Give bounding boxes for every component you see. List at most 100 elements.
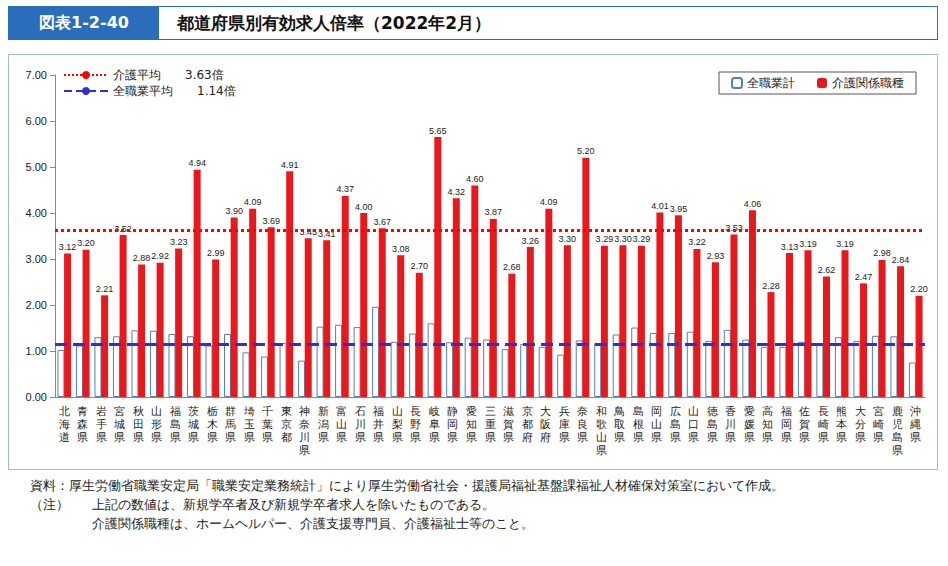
svg-text:2.92: 2.92 [151,251,169,261]
svg-text:4.60: 4.60 [466,174,484,184]
svg-text:県: 県 [188,431,199,444]
svg-text:3.29: 3.29 [596,234,614,244]
svg-text:2.62: 2.62 [818,265,836,275]
svg-text:富: 富 [336,405,347,418]
svg-text:京: 京 [522,405,533,418]
svg-text:3.30: 3.30 [614,234,632,244]
svg-text:良: 良 [577,418,588,431]
svg-text:葉: 葉 [262,418,273,431]
svg-text:県: 県 [207,431,218,444]
svg-text:県: 県 [577,431,588,444]
svg-text:玉: 玉 [244,418,255,431]
svg-text:3.30: 3.30 [559,234,577,244]
svg-text:川: 川 [725,418,736,431]
svg-text:城: 城 [187,418,199,431]
svg-text:1.00: 1.00 [26,345,47,357]
svg-text:栃: 栃 [207,405,218,418]
svg-text:県: 県 [77,431,88,444]
svg-text:鹿: 鹿 [892,405,903,418]
svg-text:県: 県 [910,431,921,444]
svg-text:県: 県 [133,431,144,444]
svg-text:歌: 歌 [596,418,607,431]
svg-text:城: 城 [113,418,125,431]
svg-text:野: 野 [410,418,421,431]
svg-text:島: 島 [670,418,681,431]
svg-text:4.32: 4.32 [448,187,466,197]
svg-text:山: 山 [596,431,607,444]
svg-text:沖: 沖 [910,405,921,418]
svg-text:2.84: 2.84 [892,255,910,265]
svg-text:県: 県 [892,444,903,457]
svg-text:愛: 愛 [744,405,755,418]
svg-text:県: 県 [614,431,625,444]
svg-text:2.21: 2.21 [96,284,114,294]
svg-text:鳥: 鳥 [613,405,625,418]
svg-text:県: 県 [781,431,792,444]
svg-text:7.00: 7.00 [26,69,47,81]
svg-text:滋: 滋 [503,405,514,418]
svg-text:広: 広 [670,405,681,418]
svg-text:三: 三 [485,405,496,418]
svg-text:青: 青 [77,405,88,418]
svg-text:岡: 岡 [781,418,792,431]
svg-text:奈: 奈 [577,405,588,418]
svg-text:岐: 岐 [429,405,440,418]
svg-text:4.00: 4.00 [355,202,373,212]
svg-text:賀: 賀 [799,418,810,431]
svg-text:県: 県 [466,431,477,444]
svg-text:木: 木 [207,418,218,431]
svg-text:4.06: 4.06 [744,199,762,209]
svg-text:都: 都 [281,431,292,444]
svg-text:都: 都 [522,418,533,431]
svg-text:茨: 茨 [188,405,199,418]
svg-text:4.91: 4.91 [281,160,299,170]
svg-text:形: 形 [151,418,162,431]
svg-text:2.20: 2.20 [910,284,928,294]
svg-text:庫: 庫 [559,418,570,431]
svg-text:佐: 佐 [799,405,810,418]
svg-text:本: 本 [836,418,847,431]
svg-text:3.12: 3.12 [59,242,77,252]
svg-text:4.00: 4.00 [26,207,47,219]
svg-text:県: 県 [355,431,366,444]
svg-text:秋: 秋 [133,405,144,418]
svg-text:東: 東 [281,405,292,418]
svg-text:宮: 宮 [114,405,125,418]
svg-text:6.00: 6.00 [26,115,47,127]
svg-text:馬: 馬 [224,418,236,431]
svg-text:石: 石 [355,405,366,418]
svg-text:県: 県 [873,431,884,444]
svg-text:阪: 阪 [540,418,551,431]
svg-text:兵: 兵 [559,405,570,418]
svg-text:県: 県 [170,431,181,444]
svg-text:県: 県 [855,431,866,444]
svg-text:宮: 宮 [873,405,884,418]
svg-text:3.69: 3.69 [262,216,280,226]
svg-text:県: 県 [96,431,107,444]
svg-text:2.98: 2.98 [873,248,891,258]
svg-text:大: 大 [540,405,551,418]
svg-text:2.88: 2.88 [133,253,151,263]
svg-text:縄: 縄 [909,418,921,431]
svg-text:3.22: 3.22 [688,237,706,247]
svg-text:島: 島 [707,418,718,431]
svg-text:3.87: 3.87 [485,207,503,217]
svg-text:知: 知 [466,418,477,431]
svg-text:県: 県 [447,431,458,444]
svg-text:県: 県 [670,431,681,444]
svg-text:3.19: 3.19 [799,239,817,249]
svg-text:山: 山 [688,405,699,418]
svg-text:海: 海 [59,418,70,431]
svg-text:香: 香 [725,405,736,418]
svg-text:4.01: 4.01 [651,201,669,211]
svg-text:2.93: 2.93 [707,251,725,261]
svg-text:2.68: 2.68 [503,262,521,272]
svg-text:神: 神 [299,405,310,418]
svg-text:3.52: 3.52 [114,224,132,234]
svg-text:福: 福 [781,405,792,418]
svg-text:埼: 埼 [243,405,255,418]
svg-text:3.08: 3.08 [392,244,410,254]
svg-text:森: 森 [77,418,88,431]
svg-text:県: 県 [633,431,644,444]
svg-text:崎: 崎 [818,418,829,431]
